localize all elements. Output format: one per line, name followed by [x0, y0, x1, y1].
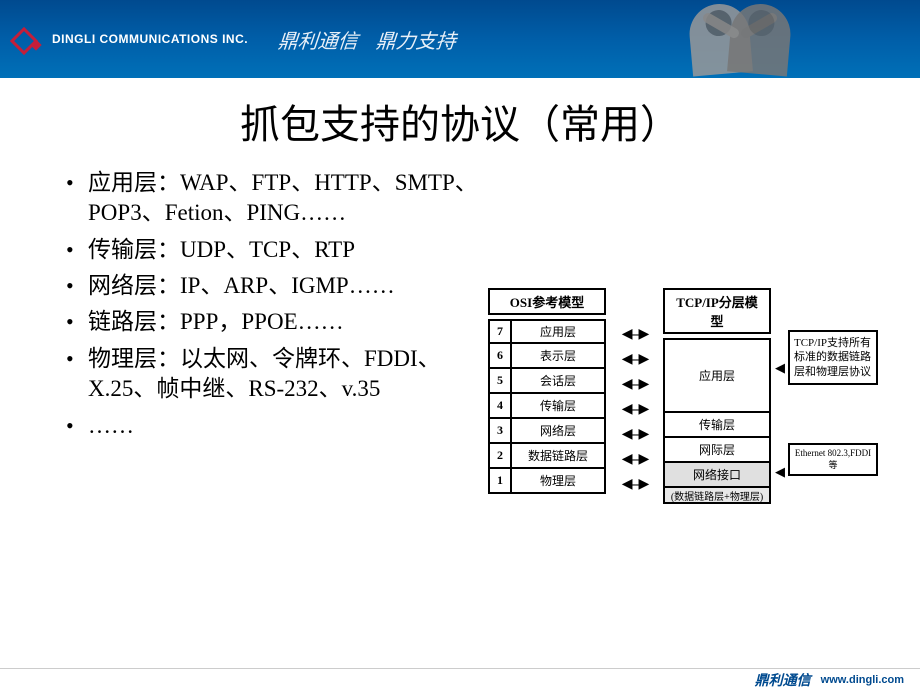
osi-num: 7 — [488, 319, 510, 344]
footer-url: www.dingli.com — [821, 674, 904, 686]
ethernet-note: Ethernet 802.3,FDDI等 — [788, 443, 878, 476]
osi-num: 2 — [488, 444, 510, 469]
diagram-area: OSI参考模型 7应用层 6表示层 5会话层 4传输层 3网络层 2数据链路层 … — [488, 168, 880, 447]
arrow-icon: ◀---▶ — [608, 326, 661, 343]
bullet-list: 应用层：WAP、FTP、HTTP、SMTP、POP3、Fetion、PING……… — [88, 168, 488, 447]
osi-column: OSI参考模型 7应用层 6表示层 5会话层 4传输层 3网络层 2数据链路层 … — [488, 288, 606, 494]
footer-brand: 鼎利通信 — [755, 670, 811, 690]
list-item: 物理层：以太网、令牌环、FDDI、X.25、帧中继、RS-232、v.35 — [88, 344, 488, 405]
arrow-icon: ◀ — [773, 360, 787, 376]
arrow-icon: ◀---▶ — [608, 401, 661, 418]
tcpip-sublabel: (数据链路层+物理层) — [663, 488, 771, 504]
tcpip-layer: 网络接口 — [663, 463, 771, 488]
header-slogan: 鼎利通信 鼎力支持 — [278, 25, 456, 54]
slide-title: 抓包支持的协议（常用） — [0, 92, 920, 150]
osi-layer: 表示层 — [510, 344, 606, 369]
tcpip-column: TCP/IP分层模型 应用层 传输层 网际层 网络接口 (数据链路层+物理层) — [663, 288, 771, 504]
tcpip-layer: 应用层 — [663, 338, 771, 413]
company-logo: DINGLI COMMUNICATIONS INC. — [14, 29, 248, 49]
arrow-icon: ◀---▶ — [608, 376, 661, 393]
osi-layer: 数据链路层 — [510, 444, 606, 469]
osi-layer: 应用层 — [510, 319, 606, 344]
arrow-icon: ◀---▶ — [608, 426, 661, 443]
osi-num: 5 — [488, 369, 510, 394]
osi-num: 4 — [488, 394, 510, 419]
tcpip-layer: 网际层 — [663, 438, 771, 463]
slide-header: DINGLI COMMUNICATIONS INC. 鼎利通信 鼎力支持 — [0, 0, 920, 78]
header-photo — [600, 0, 880, 78]
list-item: 应用层：WAP、FTP、HTTP、SMTP、POP3、Fetion、PING…… — [88, 168, 488, 229]
list-item: …… — [88, 411, 488, 441]
osi-layer: 物理层 — [510, 469, 606, 494]
arrow-icon: ◀---▶ — [608, 351, 661, 368]
arrow-icon: ◀---▶ — [608, 451, 661, 468]
tcpip-layer: 传输层 — [663, 413, 771, 438]
osi-title: OSI参考模型 — [488, 288, 606, 315]
side-notes: TCP/IP支持所有标准的数据链路层和物理层协议 Ethernet 802.3,… — [788, 330, 878, 476]
osi-num: 6 — [488, 344, 510, 369]
slogan-part-2: 鼎力支持 — [375, 25, 458, 54]
logo-icon — [14, 29, 38, 49]
arrow-icon: ◀ — [773, 464, 787, 480]
osi-num: 3 — [488, 419, 510, 444]
osi-layer: 会话层 — [510, 369, 606, 394]
slide-footer: 鼎利通信 www.dingli.com — [0, 668, 920, 690]
osi-num: 1 — [488, 469, 510, 494]
osi-layer: 传输层 — [510, 394, 606, 419]
list-item: 网络层：IP、ARP、IGMP…… — [88, 271, 488, 301]
tcpip-title: TCP/IP分层模型 — [663, 288, 771, 334]
company-name: DINGLI COMMUNICATIONS INC. — [52, 32, 248, 46]
list-item: 传输层：UDP、TCP、RTP — [88, 235, 488, 265]
slogan-part-1: 鼎利通信 — [277, 25, 360, 54]
list-item: 链路层：PPP，PPOE…… — [88, 307, 488, 337]
osi-layer: 网络层 — [510, 419, 606, 444]
tcpip-note: TCP/IP支持所有标准的数据链路层和物理层协议 — [788, 330, 878, 385]
content-area: 应用层：WAP、FTP、HTTP、SMTP、POP3、Fetion、PING……… — [0, 150, 920, 447]
arrow-icon: ◀---▶ — [608, 476, 661, 493]
